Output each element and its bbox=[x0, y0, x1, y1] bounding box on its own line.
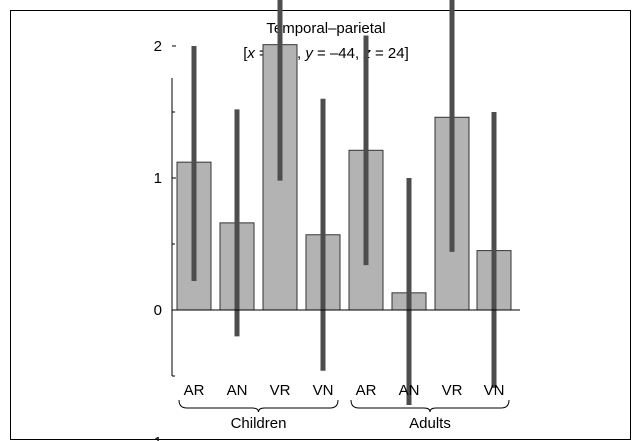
x-tick-label: AR bbox=[356, 382, 377, 399]
group-label: Children bbox=[231, 415, 287, 432]
x-tick-label: AN bbox=[399, 382, 420, 399]
x-tick-labels: AR AN VR VN AR AN VR VN bbox=[184, 382, 505, 399]
group-bracket bbox=[178, 399, 339, 413]
bars bbox=[176, 44, 512, 311]
y-tick-label: 2 bbox=[154, 38, 162, 55]
x-tick-label: AN bbox=[227, 382, 248, 399]
group-bracket bbox=[350, 399, 510, 413]
y-tick-label: 1 bbox=[154, 170, 162, 187]
group-label: Adults bbox=[409, 415, 451, 432]
group-brackets: Children Adults bbox=[178, 399, 510, 432]
x-tick-label: VN bbox=[484, 382, 505, 399]
y-tick-label: −1 bbox=[145, 434, 162, 441]
error-bars bbox=[191, 0, 497, 406]
y-axis: −10123 bbox=[145, 38, 176, 441]
x-tick-label: AR bbox=[184, 382, 205, 399]
y-tick-label: 0 bbox=[154, 302, 162, 319]
x-tick-label: VR bbox=[442, 382, 463, 399]
chart-title: Temporal–parietal bbox=[266, 20, 385, 37]
x-tick-label: VR bbox=[270, 382, 291, 399]
x-tick-label: VN bbox=[313, 382, 334, 399]
